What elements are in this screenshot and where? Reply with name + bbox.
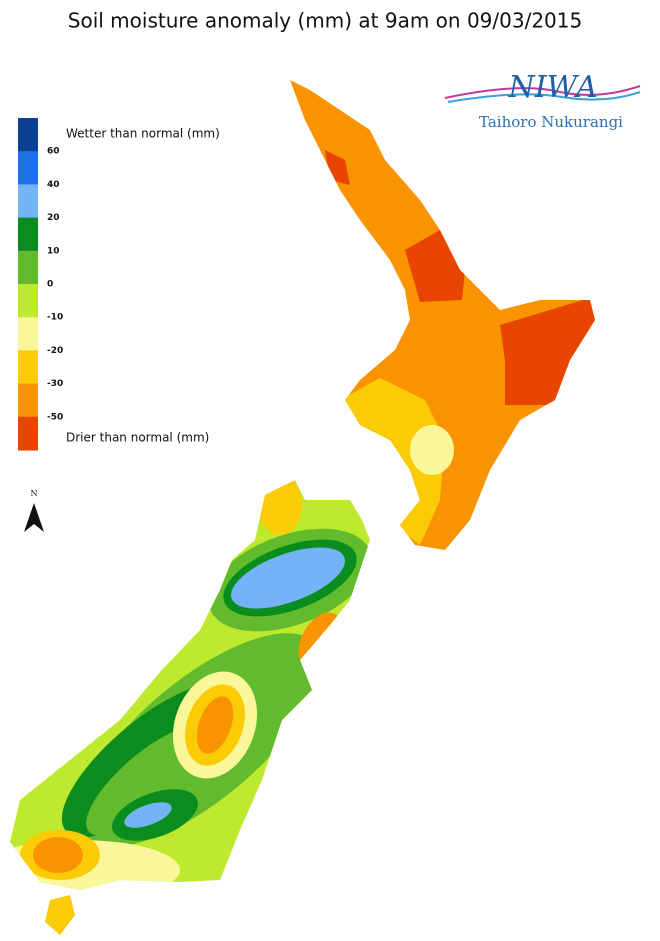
legend-tick-label: -10 bbox=[47, 313, 63, 323]
region bbox=[124, 802, 172, 828]
region bbox=[33, 837, 83, 873]
compass-label: N bbox=[31, 489, 38, 498]
legend-swatch bbox=[18, 151, 38, 185]
stewart-island bbox=[45, 895, 75, 935]
title: Soil moisture anomaly (mm) at 9am on 09/… bbox=[68, 9, 582, 33]
legend-swatch bbox=[18, 350, 38, 385]
legend-swatch bbox=[18, 383, 38, 418]
legend-swatch bbox=[18, 118, 38, 152]
legend-tick-label: 40 bbox=[47, 180, 60, 190]
region bbox=[340, 378, 445, 545]
legend-tick-label: -50 bbox=[47, 412, 63, 422]
region bbox=[258, 480, 302, 535]
legend-swatch bbox=[18, 284, 38, 318]
legend-swatch bbox=[18, 250, 38, 285]
logo-swoosh bbox=[444, 85, 641, 99]
legend-drier: Drier than normal (mm) bbox=[66, 431, 209, 445]
compass: N bbox=[24, 489, 44, 532]
legend-tick-label: 60 bbox=[47, 147, 60, 157]
region bbox=[231, 547, 345, 609]
legend-tick-label: 20 bbox=[47, 213, 60, 223]
south-island bbox=[10, 480, 370, 890]
map bbox=[10, 80, 595, 935]
legend-swatch bbox=[18, 317, 38, 351]
logo: NIWA Taihoro Nukurangi bbox=[444, 70, 641, 131]
logo-name: NIWA bbox=[507, 70, 597, 105]
legend-swatch bbox=[18, 217, 38, 252]
legend-tick-label: 0 bbox=[47, 280, 53, 290]
region bbox=[500, 295, 595, 405]
region bbox=[196, 696, 234, 754]
legend-tick-label: -20 bbox=[47, 346, 63, 356]
legend-swatch bbox=[18, 184, 38, 219]
legend-tick-label: -30 bbox=[47, 379, 63, 389]
legend-wetter: Wetter than normal (mm) bbox=[66, 127, 220, 141]
logo-tagline: Taihoro Nukurangi bbox=[479, 113, 623, 131]
logo-swoosh bbox=[447, 91, 641, 103]
north-island bbox=[290, 80, 595, 550]
legend-swatch bbox=[18, 416, 38, 451]
legend: Wetter than normal (mm) Drier than norma… bbox=[18, 118, 220, 451]
region bbox=[410, 425, 454, 475]
legend-tick-label: 10 bbox=[47, 246, 60, 256]
compass-arrow bbox=[24, 503, 44, 532]
